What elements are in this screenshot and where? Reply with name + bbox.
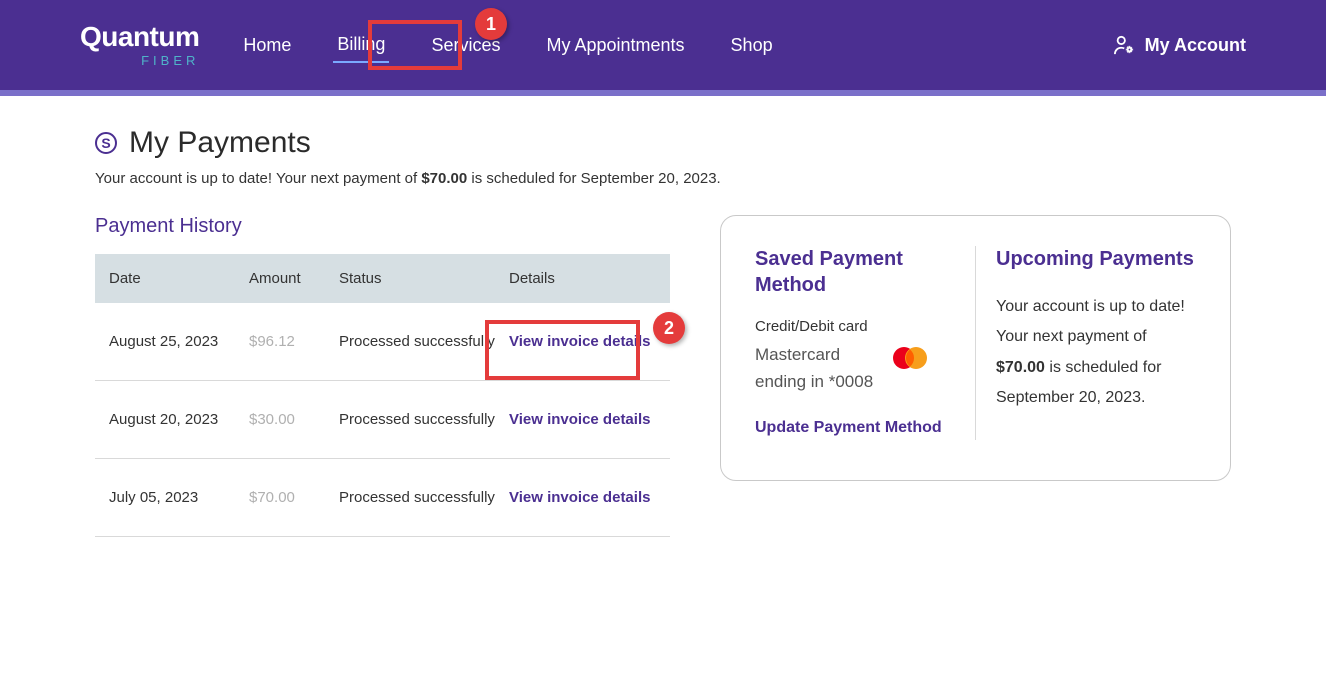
payment-history-section: Payment History Date Amount Status Detai… (95, 215, 670, 537)
cell-details: View invoice details (509, 409, 656, 430)
page-title: My Payments (129, 126, 311, 160)
upcoming-line1: Your account is up to date! Your next pa… (996, 298, 1185, 345)
update-payment-link[interactable]: Update Payment Method (755, 417, 955, 439)
side-panel: Saved Payment Method Credit/Debit card M… (720, 215, 1231, 481)
cell-amount: $96.12 (249, 333, 339, 350)
table-row: August 20, 2023 $30.00 Processed success… (95, 381, 670, 459)
status-suffix: is scheduled for September 20, 2023. (467, 170, 721, 187)
cell-date: July 05, 2023 (109, 489, 249, 506)
cell-date: August 20, 2023 (109, 411, 249, 428)
cell-date: August 25, 2023 (109, 333, 249, 350)
brand-name: Quantum (80, 23, 199, 51)
col-header-amount: Amount (249, 270, 339, 287)
upcoming-amount: $70.00 (996, 359, 1045, 376)
saved-payment-section: Saved Payment Method Credit/Debit card M… (755, 246, 955, 440)
nav-shop[interactable]: Shop (727, 29, 777, 62)
nav-appointments[interactable]: My Appointments (542, 29, 688, 62)
payment-history-title: Payment History (95, 215, 670, 238)
view-invoice-link[interactable]: View invoice details (509, 487, 650, 508)
mastercard-icon (889, 345, 931, 371)
status-prefix: Your account is up to date! Your next pa… (95, 170, 421, 187)
view-invoice-link[interactable]: View invoice details (509, 331, 650, 352)
table-row: August 25, 2023 $96.12 Processed success… (95, 303, 670, 381)
cell-status: Processed successfully (339, 411, 509, 428)
page-content: S My Payments Your account is up to date… (0, 96, 1326, 577)
primary-nav: Home Billing Services My Appointments Sh… (239, 28, 776, 63)
my-account-label: My Account (1145, 35, 1246, 56)
col-header-date: Date (109, 270, 249, 287)
status-amount: $70.00 (421, 170, 467, 187)
nav-services[interactable]: Services (427, 29, 504, 62)
brand-logo[interactable]: Quantum FIBER (80, 23, 199, 68)
side-divider (975, 246, 976, 440)
table-header-row: Date Amount Status Details (95, 254, 670, 303)
upcoming-text: Your account is up to date! Your next pa… (996, 292, 1196, 414)
account-status-line: Your account is up to date! Your next pa… (95, 170, 1231, 187)
cell-amount: $70.00 (249, 489, 339, 506)
payment-history-table: Date Amount Status Details August 25, 20… (95, 254, 670, 537)
cell-amount: $30.00 (249, 411, 339, 428)
cell-status: Processed successfully (339, 489, 509, 506)
nav-billing[interactable]: Billing (333, 28, 389, 63)
upcoming-payments-section: Upcoming Payments Your account is up to … (996, 246, 1196, 440)
saved-payment-title: Saved Payment Method (755, 246, 955, 298)
cell-details: View invoice details (509, 487, 656, 508)
col-header-status: Status (339, 270, 509, 287)
cell-status: Processed successfully (339, 333, 509, 350)
top-nav-bar: Quantum FIBER Home Billing Services My A… (0, 0, 1326, 90)
upcoming-title: Upcoming Payments (996, 246, 1196, 272)
side-card: Saved Payment Method Credit/Debit card M… (720, 215, 1231, 481)
table-row: July 05, 2023 $70.00 Processed successfu… (95, 459, 670, 537)
dollar-circle-icon: S (95, 132, 117, 154)
person-gear-icon (1113, 35, 1135, 55)
page-title-row: S My Payments (95, 126, 1231, 160)
nav-home[interactable]: Home (239, 29, 295, 62)
my-account-link[interactable]: My Account (1113, 35, 1246, 56)
card-description: Mastercard ending in *0008 (755, 341, 875, 395)
card-type-label: Credit/Debit card (755, 318, 955, 335)
col-header-details: Details (509, 270, 656, 287)
brand-subtitle: FIBER (80, 53, 199, 68)
cell-details: View invoice details (509, 331, 656, 352)
card-info-row: Mastercard ending in *0008 (755, 341, 955, 395)
view-invoice-link[interactable]: View invoice details (509, 409, 650, 430)
